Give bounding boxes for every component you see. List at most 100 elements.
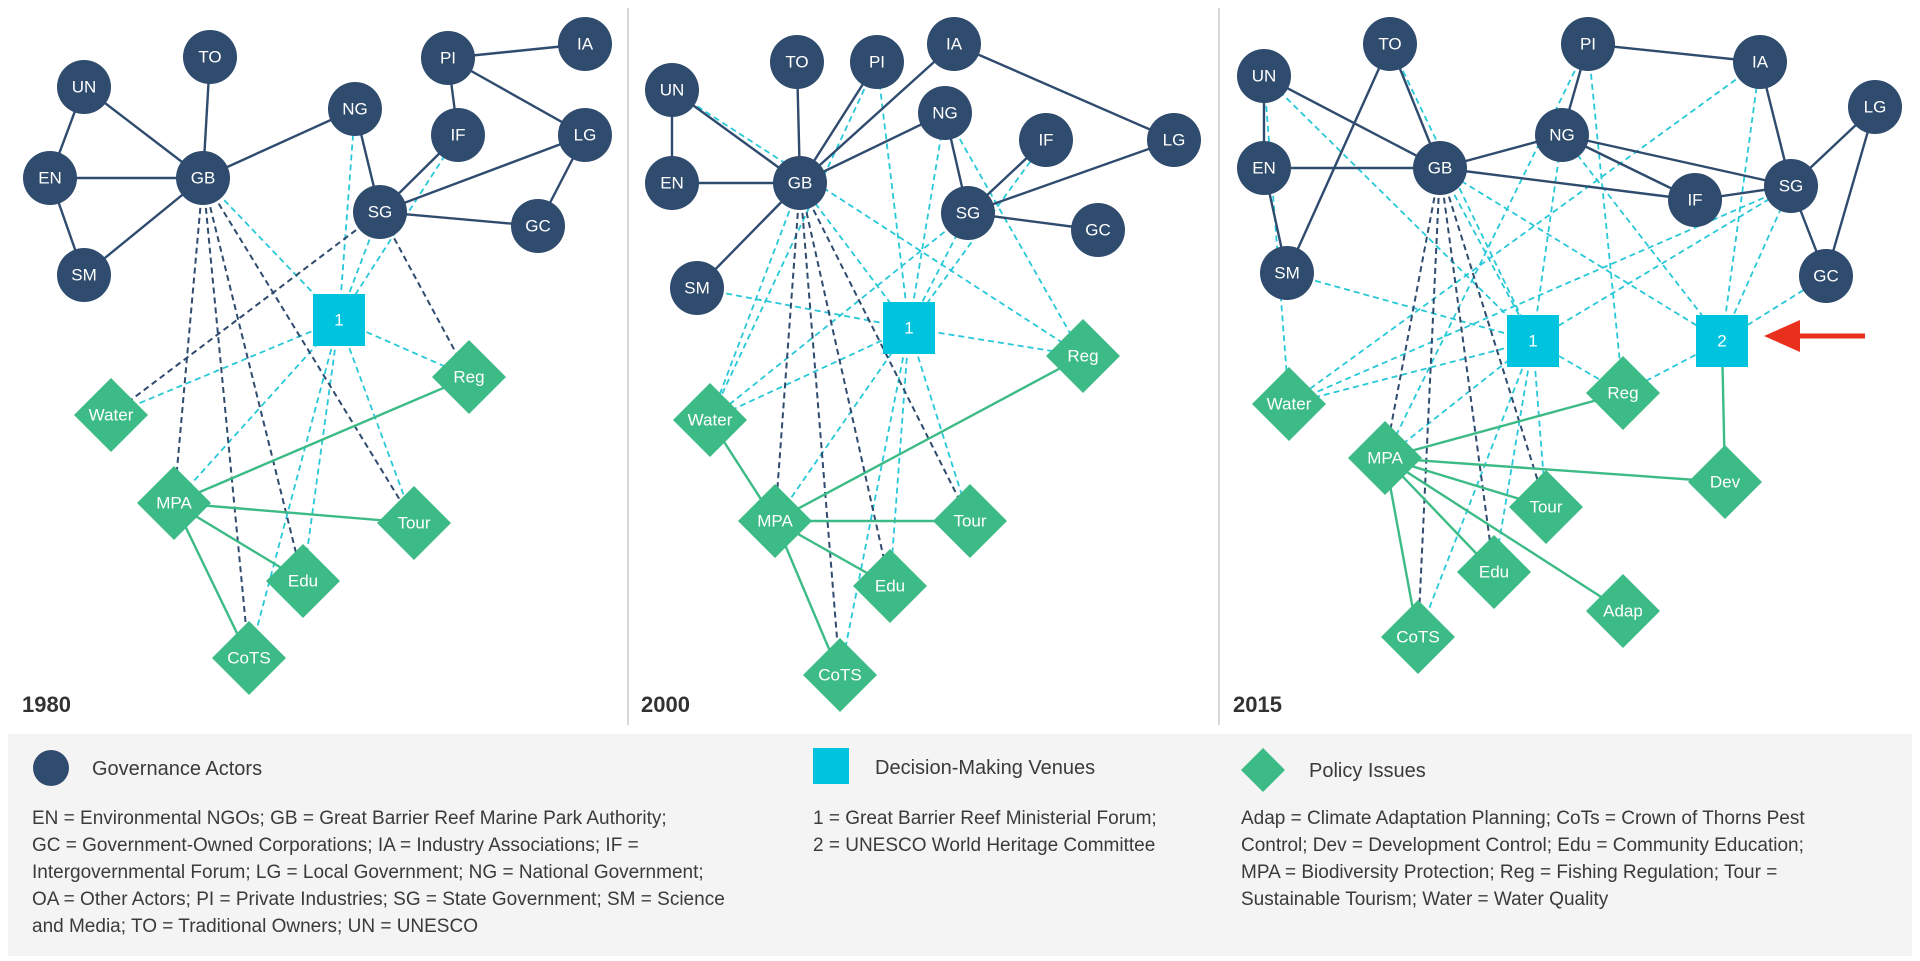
node-label: PI [440,49,456,68]
actor-node-pi: PI [850,35,904,89]
node-label: 2 [1717,332,1726,351]
actor-node-shape [558,108,612,162]
actor-node-un: UN [1237,49,1291,103]
issue-link [1384,391,1624,460]
node-label: PI [869,53,885,72]
node-label: EN [38,169,62,188]
actor-node-shape [183,30,237,84]
actor-node-shape [1147,113,1201,167]
actor-node-ia: IA [1733,35,1787,89]
issue-node-shape [738,484,812,558]
actor-link [1824,106,1877,277]
actor-node-gc: GC [1799,249,1853,303]
actor-node-un: UN [645,63,699,117]
actor-node-lg: LG [1147,113,1201,167]
actor-node-en: EN [1237,141,1291,195]
node-label: UN [72,78,97,97]
node-label: SG [1779,177,1804,196]
issue-node-shape [1252,367,1326,441]
actor-node-shape [1237,141,1291,195]
issue-node-edu: Edu [1457,535,1531,609]
venue-link-dashed [248,319,340,659]
node-label: SM [684,279,710,298]
node-label: Edu [288,572,318,591]
venues-legend-line: 1 = Great Barrier Reef Ministerial Forum… [813,808,1157,829]
node-label: Reg [1607,384,1638,403]
issue-node-shape [1381,600,1455,674]
actor-node-shape [511,199,565,253]
venue-node-1: 1 [1507,315,1559,367]
issue-node-reg: Reg [1046,319,1120,393]
node-label: TO [198,48,221,67]
actor-node-shape [1535,108,1589,162]
issue-node-cots: CoTS [212,621,286,695]
actors-legend-line: EN = Environmental NGOs; GB = Great Barr… [32,808,667,829]
venue-link-dashed [709,212,969,421]
venue-link-dashed [1288,61,1761,405]
actor-issue-link-dashed [774,182,801,522]
node-label: NG [932,104,958,123]
node-label: Tour [953,512,986,531]
node-label: 1 [1528,332,1537,351]
issue-link [1384,456,1726,484]
issue-node-water: Water [673,383,747,457]
issue-legend-icon [1241,748,1285,792]
venue-link-dashed [173,319,340,504]
actor-node-shape [431,108,485,162]
panel-2015: UN TO PI IA LG EN GB NG IF SG SM GC 1 2 Water Reg MPA Dev… [1233,17,1902,717]
issue-node-shape [1348,421,1422,495]
venue-node-2: 2 [1696,315,1748,367]
venue-link-dashed [1439,167,1534,342]
issue-node-shape [1046,319,1120,393]
venue-link-dashed [696,287,910,329]
node-label: Reg [1067,347,1098,366]
node-label: MPA [156,494,192,513]
venue-node-shape [1696,315,1748,367]
issue-node-mpa: MPA [137,466,211,540]
issue-link [173,501,415,525]
actor-node-shape [1237,49,1291,103]
issue-node-shape [803,638,877,712]
actor-node-shape [176,151,230,205]
actor-node-pi: PI [1561,17,1615,71]
venues-legend-line: 2 = UNESCO World Heritage Committee [813,835,1155,856]
node-label: Reg [453,368,484,387]
node-label: Edu [875,577,905,596]
actor-node-sm: SM [1260,246,1314,300]
actor-issue-link-dashed [202,177,415,524]
venue-link-dashed [1263,75,1534,342]
actor-node-shape [1363,17,1417,71]
actor-node-shape [353,185,407,239]
node-label: Water [89,406,134,425]
issue-node-mpa: MPA [1348,421,1422,495]
actor-node-shape [773,156,827,210]
node-label: GC [1085,221,1111,240]
actor-legend-icon [33,750,69,786]
actor-node-shape [57,248,111,302]
venue-link-dashed [774,327,910,522]
actor-node-pi: PI [421,31,475,85]
actor-node-shape [918,86,972,140]
venue-link-dashed [709,182,801,421]
node-label: IF [1687,191,1702,210]
issue-node-reg: Reg [432,340,506,414]
actor-issue-link-dashed [202,177,250,659]
issue-node-shape [933,484,1007,558]
venue-link-dashed [1417,340,1534,638]
issue-node-shape [212,621,286,695]
node-label: UN [1252,67,1277,86]
actor-issue-link-dashed [110,211,381,416]
actor-node-lg: LG [558,108,612,162]
issue-link [1384,457,1495,573]
legend: Governance Actors EN = Environmental NGO… [8,734,1912,956]
issue-node-edu: Edu [266,544,340,618]
year-label: 1980 [22,692,71,717]
actor-node-un: UN [57,60,111,114]
issue-node-tour: Tour [1509,470,1583,544]
actors-legend-line: Intergovernmental Forum; LG = Local Gove… [32,862,704,883]
node-label: TO [785,53,808,72]
actor-issue-link-dashed [799,182,971,522]
actor-node-shape [1668,173,1722,227]
issues-legend-title: Policy Issues [1309,760,1426,782]
